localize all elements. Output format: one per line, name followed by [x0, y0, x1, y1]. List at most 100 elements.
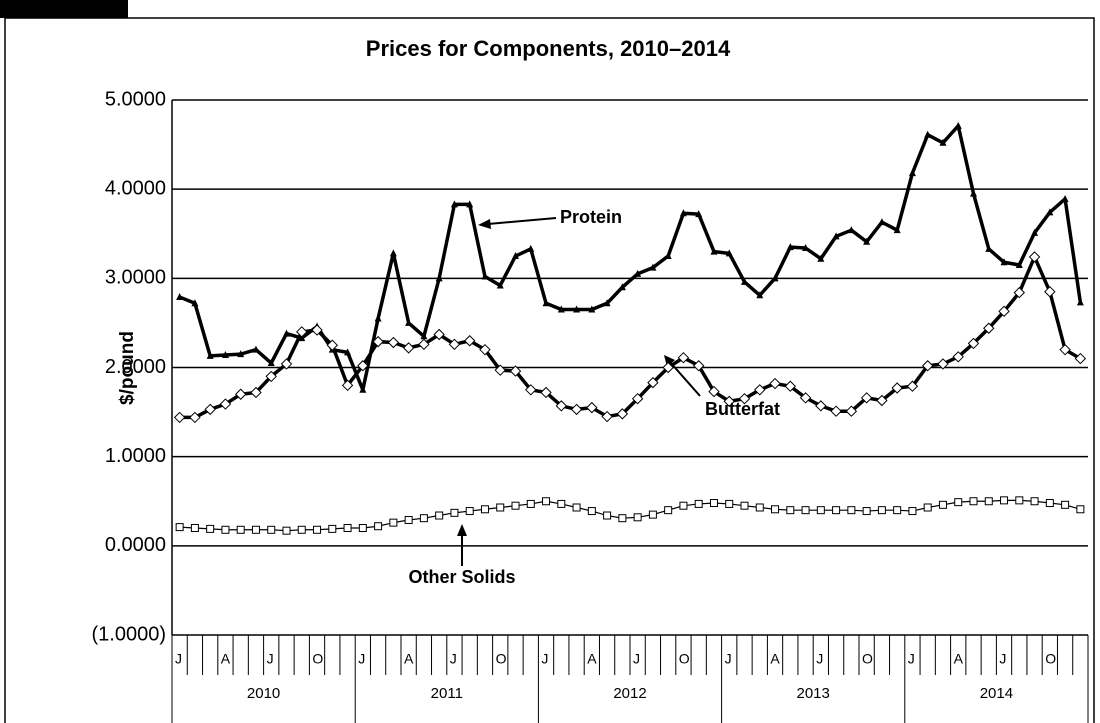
- marker: [1015, 496, 1024, 505]
- marker: [647, 376, 659, 389]
- marker: [1076, 505, 1085, 514]
- marker: [906, 380, 919, 392]
- marker: [649, 263, 657, 271]
- marker: [1030, 497, 1039, 506]
- marker: [297, 525, 306, 534]
- marker: [1000, 496, 1009, 505]
- marker: [494, 364, 506, 376]
- marker: [542, 299, 550, 307]
- marker: [313, 525, 322, 534]
- marker: [664, 252, 672, 260]
- marker: [587, 507, 596, 516]
- x-tick-label: J: [450, 651, 457, 667]
- marker: [267, 359, 275, 367]
- annotation-arrows: [457, 217, 701, 566]
- marker: [496, 503, 505, 512]
- marker: [847, 506, 856, 515]
- marker: [723, 395, 735, 408]
- marker: [481, 272, 489, 280]
- marker: [374, 522, 383, 531]
- x-tick-label: J: [816, 651, 823, 667]
- marker: [280, 358, 293, 370]
- x-tick-label: A: [770, 651, 780, 667]
- x-tick-label: J: [358, 651, 365, 667]
- marker: [191, 299, 199, 307]
- marker: [1059, 343, 1071, 356]
- marker: [389, 249, 397, 257]
- y-tick-label: 4.0000: [105, 177, 166, 199]
- marker: [755, 503, 764, 512]
- marker: [1076, 298, 1084, 306]
- marker: [893, 226, 901, 234]
- marker: [725, 249, 733, 257]
- marker: [679, 501, 688, 510]
- marker: [815, 400, 827, 412]
- marker: [845, 405, 858, 417]
- marker: [908, 169, 916, 177]
- marker: [816, 506, 825, 515]
- marker: [631, 393, 644, 405]
- x-tick-label: O: [679, 651, 690, 667]
- marker: [1000, 258, 1008, 266]
- marker: [1074, 352, 1087, 365]
- marker: [603, 511, 612, 520]
- marker: [860, 392, 873, 404]
- x-tick-label: O: [1045, 651, 1056, 667]
- marker: [573, 305, 581, 313]
- marker: [374, 314, 382, 322]
- marker: [555, 400, 568, 412]
- marker: [692, 360, 705, 372]
- marker: [190, 524, 199, 532]
- series-annotation: Butterfat: [705, 399, 780, 419]
- marker: [420, 332, 428, 340]
- marker: [679, 209, 687, 217]
- x-tick-label: J: [175, 651, 182, 667]
- marker: [419, 514, 428, 523]
- series-line: [178, 124, 1083, 392]
- marker: [540, 386, 552, 399]
- y-tick-label: 1.0000: [105, 445, 166, 467]
- marker: [526, 499, 535, 508]
- marker: [648, 510, 657, 519]
- marker: [952, 351, 964, 363]
- marker: [998, 305, 1010, 318]
- marker: [694, 499, 703, 508]
- year-label: 2010: [247, 685, 280, 702]
- x-tick-label: A: [404, 651, 414, 667]
- marker: [328, 524, 337, 533]
- marker: [234, 388, 247, 400]
- marker: [343, 524, 352, 532]
- marker: [433, 328, 445, 341]
- marker: [847, 226, 855, 234]
- marker: [189, 411, 201, 424]
- marker: [970, 189, 977, 197]
- marker: [939, 138, 947, 146]
- marker: [252, 345, 260, 353]
- marker: [802, 244, 810, 252]
- marker: [908, 507, 917, 516]
- marker: [448, 338, 461, 351]
- year-label: 2012: [613, 685, 646, 702]
- marker: [786, 243, 794, 251]
- marker: [372, 335, 384, 348]
- marker: [265, 370, 277, 383]
- marker: [542, 497, 551, 506]
- marker: [450, 508, 459, 517]
- marker: [969, 497, 978, 506]
- marker: [1028, 251, 1041, 263]
- marker: [405, 318, 413, 326]
- marker: [176, 293, 184, 301]
- marker: [204, 403, 216, 416]
- x-tick-label: J: [908, 651, 915, 667]
- x-tick-label: O: [312, 651, 323, 667]
- marker: [251, 525, 260, 534]
- marker: [588, 305, 596, 313]
- marker: [435, 511, 444, 520]
- marker: [389, 518, 398, 527]
- x-tick-label: J: [633, 651, 640, 667]
- y-tick-label: 0.0000: [105, 534, 166, 556]
- marker: [862, 507, 871, 516]
- x-tick-label: J: [267, 651, 274, 667]
- marker: [937, 358, 949, 370]
- marker: [634, 269, 642, 277]
